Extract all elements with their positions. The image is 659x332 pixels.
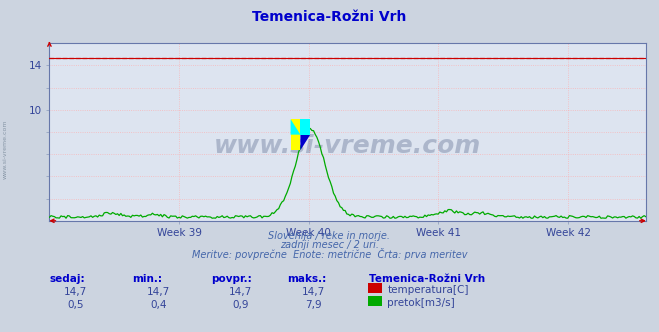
Text: min.:: min.: bbox=[132, 274, 162, 284]
Text: 0,9: 0,9 bbox=[232, 300, 249, 310]
Text: Meritve: povprečne  Enote: metrične  Črta: prva meritev: Meritve: povprečne Enote: metrične Črta:… bbox=[192, 248, 467, 260]
Text: Slovenija / reke in morje.: Slovenija / reke in morje. bbox=[268, 231, 391, 241]
Text: Temenica-Rožni Vrh: Temenica-Rožni Vrh bbox=[369, 274, 485, 284]
Text: 14,7: 14,7 bbox=[64, 287, 88, 297]
Text: sedaj:: sedaj: bbox=[49, 274, 85, 284]
Text: maks.:: maks.: bbox=[287, 274, 326, 284]
Text: www.si-vreme.com: www.si-vreme.com bbox=[214, 134, 481, 158]
Text: 14,7: 14,7 bbox=[301, 287, 325, 297]
Text: 14,7: 14,7 bbox=[146, 287, 170, 297]
Text: zadnji mesec / 2 uri.: zadnji mesec / 2 uri. bbox=[280, 240, 379, 250]
Polygon shape bbox=[291, 119, 301, 135]
Text: 14,7: 14,7 bbox=[229, 287, 252, 297]
Text: pretok[m3/s]: pretok[m3/s] bbox=[387, 298, 455, 308]
Polygon shape bbox=[301, 135, 310, 150]
Text: 7,9: 7,9 bbox=[304, 300, 322, 310]
Text: povpr.:: povpr.: bbox=[211, 274, 252, 284]
Bar bbox=[291, 119, 301, 150]
Text: Temenica-Rožni Vrh: Temenica-Rožni Vrh bbox=[252, 10, 407, 24]
Text: www.si-vreme.com: www.si-vreme.com bbox=[3, 120, 8, 179]
Text: temperatura[C]: temperatura[C] bbox=[387, 285, 469, 294]
Text: 0,5: 0,5 bbox=[67, 300, 84, 310]
Text: 0,4: 0,4 bbox=[150, 300, 167, 310]
Polygon shape bbox=[301, 119, 310, 135]
